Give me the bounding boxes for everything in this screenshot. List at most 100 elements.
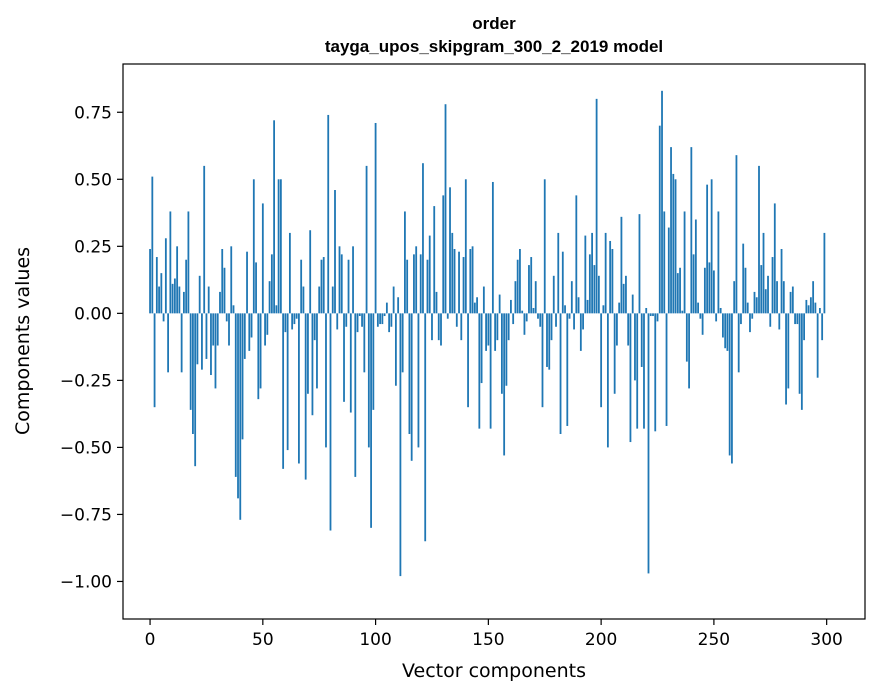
bar: [304, 313, 307, 480]
bar: [413, 254, 415, 314]
bar: [266, 313, 269, 335]
bar: [505, 313, 508, 386]
bar: [478, 313, 481, 429]
bar: [690, 147, 693, 314]
bar: [370, 313, 372, 528]
bar: [404, 211, 406, 314]
bar: [701, 313, 704, 335]
bar: [710, 179, 713, 314]
bar: [171, 283, 174, 314]
bar: [769, 313, 772, 327]
bar: [435, 291, 438, 314]
bar: [397, 297, 400, 314]
bar: [471, 246, 474, 314]
bar: [437, 313, 440, 341]
bar: [331, 286, 334, 314]
bar: [575, 195, 578, 314]
bar: [521, 310, 524, 314]
bar: [764, 289, 767, 314]
bar: [176, 246, 179, 314]
bar: [602, 305, 605, 314]
y-tick-label: −0.75: [60, 505, 112, 525]
x-tick-label: 200: [585, 630, 617, 650]
bar: [823, 232, 826, 314]
bar: [196, 313, 199, 365]
y-tick-label: 0.25: [74, 237, 112, 257]
bar: [349, 313, 352, 413]
bar: [363, 313, 366, 373]
bar: [681, 310, 684, 314]
bar: [749, 313, 751, 333]
y-tick-label: −0.50: [60, 438, 112, 458]
bar: [189, 313, 192, 410]
bar: [401, 313, 404, 373]
bar: [322, 257, 325, 314]
bar: [683, 211, 686, 314]
bar: [740, 313, 742, 325]
bar: [453, 249, 456, 314]
bar: [487, 313, 490, 346]
bar: [510, 299, 512, 314]
bar: [818, 307, 821, 314]
bar: [809, 297, 812, 314]
bar: [367, 313, 370, 448]
x-tick-label: 250: [698, 630, 730, 650]
bar: [246, 251, 248, 314]
bar: [667, 227, 670, 314]
bar: [706, 184, 709, 314]
bar: [433, 206, 436, 314]
bar: [198, 275, 201, 314]
bar: [275, 305, 278, 314]
bar: [794, 313, 796, 325]
bar: [570, 281, 573, 314]
bar: [618, 302, 621, 314]
bar: [376, 313, 379, 327]
bar: [151, 176, 154, 314]
bar: [604, 232, 607, 314]
bar: [160, 273, 163, 314]
bar: [534, 281, 537, 314]
bar: [223, 267, 226, 314]
bar: [232, 305, 235, 314]
x-tick-label: 50: [252, 630, 274, 650]
bar: [352, 246, 354, 314]
bar: [345, 313, 348, 327]
bar: [742, 243, 745, 314]
bar: [187, 211, 190, 314]
y-tick-label: 0.50: [74, 170, 112, 190]
bar: [597, 275, 600, 314]
bar: [498, 294, 501, 314]
bar: [798, 313, 801, 394]
bar: [496, 313, 499, 341]
y-tick-label: 0.00: [74, 304, 112, 324]
x-axis-label: Vector components: [402, 660, 586, 682]
bar: [816, 313, 819, 378]
bar: [548, 313, 551, 370]
bar: [295, 313, 298, 319]
bar: [239, 313, 242, 520]
bar: [270, 254, 273, 314]
bar: [800, 313, 803, 410]
bar: [672, 173, 675, 314]
bar: [279, 179, 282, 314]
bar: [225, 313, 228, 322]
bar: [219, 291, 221, 314]
bar: [410, 313, 413, 461]
bar: [320, 259, 323, 314]
bar: [268, 281, 271, 314]
bar: [155, 257, 158, 314]
bar: [670, 147, 672, 314]
bar: [458, 251, 460, 314]
bar: [340, 254, 343, 314]
bar: [334, 190, 336, 314]
bar: [552, 275, 555, 314]
bar: [771, 257, 774, 314]
bar: [431, 313, 433, 341]
bar: [588, 254, 591, 314]
bar: [300, 259, 303, 314]
bar: [523, 313, 526, 335]
y-tick-label: −0.25: [60, 371, 112, 391]
y-tick-label: −1.00: [60, 572, 112, 592]
bar: [257, 313, 260, 400]
chart-title: order: [472, 14, 516, 33]
